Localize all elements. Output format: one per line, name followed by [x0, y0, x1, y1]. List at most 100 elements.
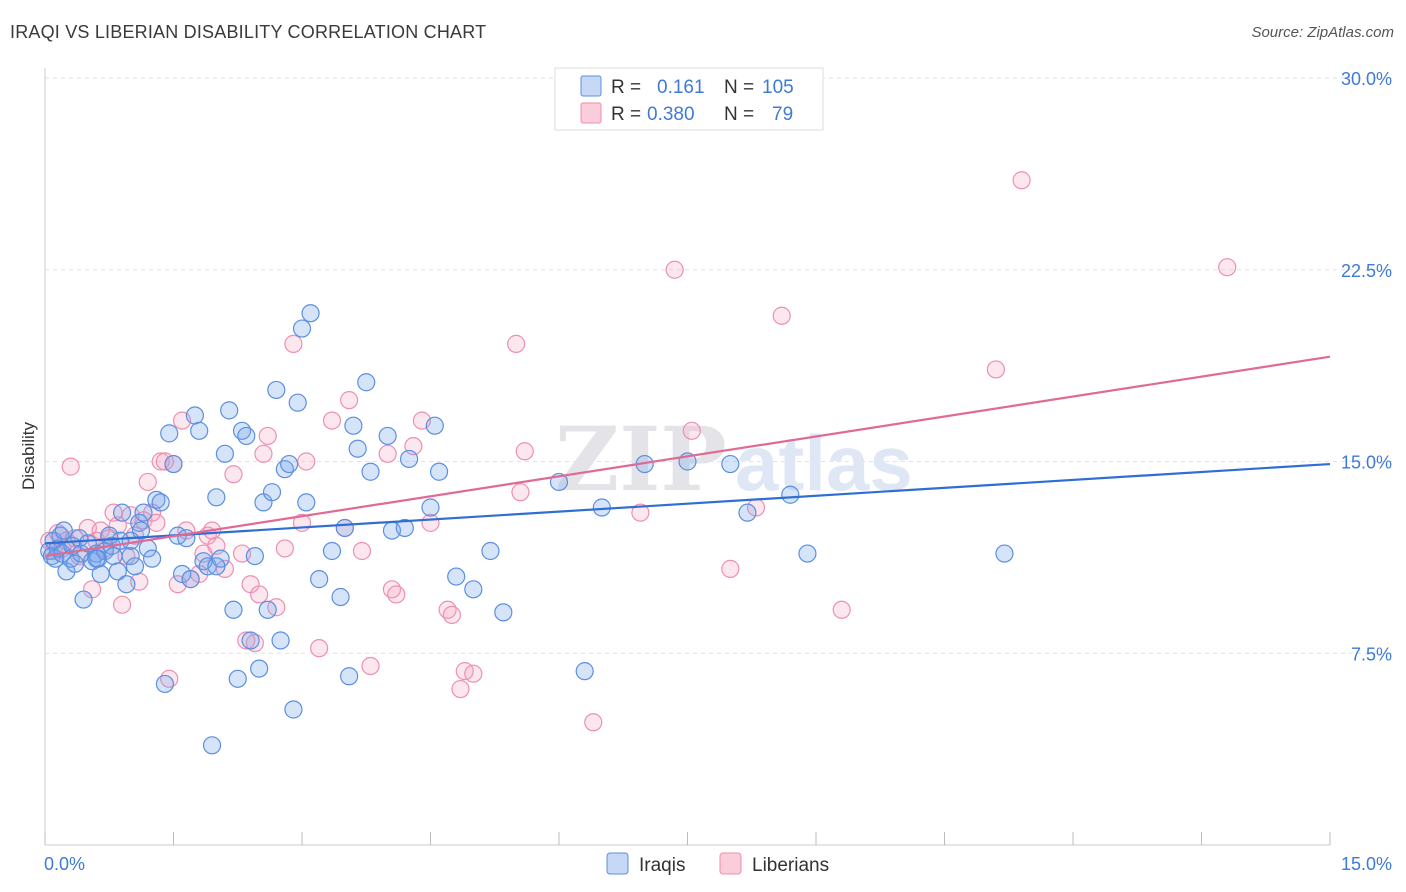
liberians-point — [378, 444, 397, 463]
iraqis-point — [117, 575, 136, 594]
y-tick-label: 15.0% — [1341, 453, 1392, 473]
iraqis-point — [378, 426, 397, 446]
iraqis-point — [202, 736, 222, 755]
iraqis-point — [494, 603, 513, 622]
iraqis-point — [112, 503, 132, 522]
legend-liberians-label: Liberians — [752, 855, 829, 876]
liberians-point — [387, 585, 406, 604]
iraqis-point — [207, 488, 226, 507]
liberians-point — [421, 513, 440, 532]
iraqis-point — [738, 503, 757, 522]
y-tick-label: 7.5% — [1351, 644, 1392, 664]
liberians-point — [310, 639, 329, 658]
x-tick-label-min: 0.0% — [44, 854, 85, 874]
iraqis-point — [284, 700, 303, 719]
iraqis-point — [121, 546, 140, 566]
iraqis-point — [361, 462, 380, 481]
liberians-point — [112, 595, 132, 614]
iraqis-point — [331, 587, 350, 607]
trend-lines — [44, 355, 1331, 558]
liberians-point — [297, 452, 316, 471]
iraqis-point — [464, 580, 483, 599]
iraqis-point — [228, 669, 247, 688]
liberians-point — [451, 679, 470, 699]
iraqis-point — [267, 380, 286, 400]
liberians-point — [284, 334, 303, 353]
iraqis-point — [721, 454, 740, 474]
liberians-point — [584, 713, 603, 732]
stats-legend: R = 0.161 N = 105 R = 0.380 N = 79 — [554, 67, 824, 131]
liberians-point — [224, 465, 243, 484]
iraqis-point — [91, 564, 110, 584]
y-tick-label: 30.0% — [1341, 69, 1392, 89]
x-axis-ticks — [44, 832, 1331, 845]
liberians-point — [721, 559, 740, 578]
iraqis-point — [151, 493, 170, 512]
liberians-swatch — [580, 102, 602, 124]
liberians-point — [340, 391, 359, 410]
liberians-point — [61, 457, 80, 476]
liberians-point — [1218, 258, 1237, 277]
iraqis-point — [237, 426, 256, 446]
liberians-point — [631, 503, 650, 522]
liberians-n-value: 79 — [772, 104, 793, 125]
iraqis-n-value: 105 — [762, 77, 794, 98]
liberians-point — [138, 472, 157, 492]
iraqis-point — [87, 549, 106, 568]
iraqis-point — [245, 546, 264, 566]
liberians-point — [258, 426, 277, 446]
liberians-point — [832, 600, 851, 619]
iraqis-point — [172, 564, 192, 584]
liberians-point — [682, 421, 701, 440]
liberians-point — [986, 360, 1006, 379]
iraqis-point — [220, 401, 239, 420]
iraqis-point — [481, 541, 500, 561]
iraqis-point — [262, 483, 282, 502]
liberians-n-label: N = — [724, 104, 754, 125]
legend-liberians-swatch — [719, 852, 742, 875]
iraqis-point — [185, 406, 205, 425]
iraqis-point — [335, 518, 354, 538]
iraqis-point — [399, 449, 419, 469]
iraqis-point — [51, 526, 70, 545]
y-tick-labels: 7.5% 15.0% 22.5% 30.0% — [1341, 69, 1392, 664]
iraqis-point — [271, 631, 290, 650]
iraqis-points — [40, 304, 1014, 755]
liberians-point — [254, 444, 273, 463]
iraqis-point — [429, 462, 449, 481]
liberians-r-label: R = — [611, 104, 641, 125]
iraqis-point — [798, 544, 817, 563]
source-credit: Source: ZipAtlas.com — [1251, 24, 1394, 41]
liberians-point — [515, 442, 534, 461]
iraqis-point — [344, 416, 363, 435]
legend-iraqis-label: Iraqis — [639, 855, 685, 876]
liberians-point — [507, 334, 526, 353]
gridlines — [45, 77, 1392, 654]
iraqis-point — [357, 373, 376, 392]
iraqis-point — [155, 674, 175, 694]
liberians-point — [250, 585, 269, 604]
iraqis-point — [108, 562, 127, 581]
liberians-point — [275, 539, 294, 558]
iraqis-point — [995, 544, 1014, 563]
iraqis-r-label: R = — [611, 77, 641, 98]
iraqis-point — [425, 416, 444, 435]
legend-iraqis-swatch — [606, 852, 629, 875]
iraqis-point — [215, 444, 234, 463]
iraqis-point — [447, 567, 466, 586]
liberians-point — [442, 605, 462, 625]
iraqis-point — [125, 557, 145, 576]
iraqis-r-value: 0.161 — [657, 77, 705, 98]
iraqis-point — [130, 513, 149, 532]
iraqis-point — [301, 304, 320, 323]
watermark-atlas: atlas — [735, 419, 913, 507]
iraqis-point — [241, 631, 260, 650]
x-tick-label-max: 15.0% — [1341, 854, 1392, 874]
iraqis-point — [121, 531, 140, 550]
iraqis-point — [322, 541, 342, 561]
iraqis-n-label: N = — [724, 77, 754, 98]
iraqis-point — [74, 590, 93, 609]
iraqis-point — [207, 557, 226, 576]
liberians-trend-line — [44, 355, 1331, 558]
